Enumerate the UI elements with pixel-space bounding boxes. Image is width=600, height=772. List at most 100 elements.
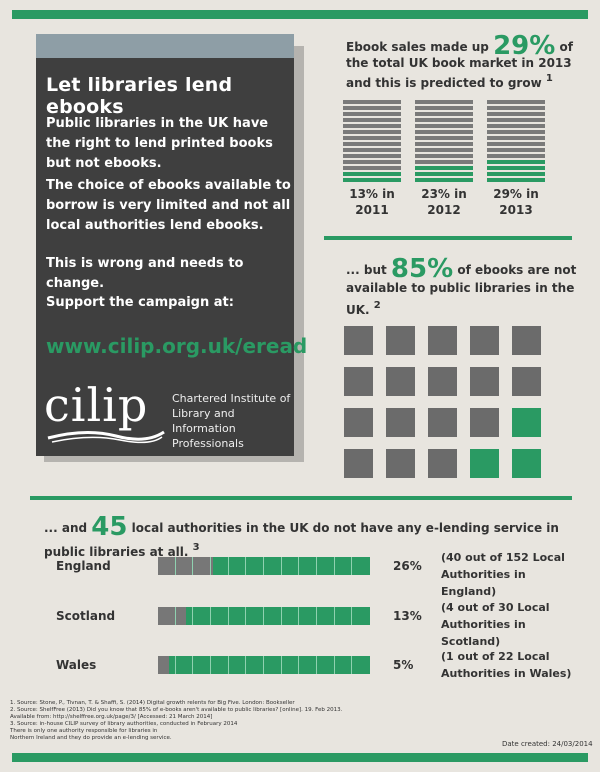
stack-line	[343, 142, 401, 146]
bar-segment-divider	[174, 557, 176, 575]
stack-line	[415, 136, 473, 140]
region-note-line: (4 out of 30 Local	[441, 601, 550, 614]
region-note-line: Authorities in Wales)	[441, 667, 572, 680]
year-label: 23% in 2012	[409, 186, 479, 218]
year-value: 2011	[355, 203, 389, 217]
bar-segment-divider	[351, 607, 353, 625]
stack-line	[343, 130, 401, 134]
bar-segment-divider	[298, 607, 300, 625]
bar-segment-divider	[333, 557, 335, 575]
bar-segment-divider	[227, 557, 229, 575]
stack-line	[415, 172, 473, 176]
unavailable-square	[344, 326, 373, 355]
stack-line	[343, 178, 401, 182]
stack-line	[487, 154, 545, 158]
bar-segment-divider	[280, 607, 282, 625]
footnote: Available from: http://shelffree.org.uk/…	[10, 714, 213, 720]
bar-segment-divider	[263, 557, 264, 575]
region-label: England	[56, 559, 111, 573]
bar-segment-divider	[174, 607, 176, 625]
bar-segment-divider	[245, 607, 247, 625]
stat-highlight: 85%	[390, 254, 454, 284]
unavailable-square	[470, 408, 499, 437]
stack-line	[415, 148, 473, 152]
section-divider	[324, 236, 572, 240]
stat-text: ... and	[44, 521, 88, 535]
stat-text: local authorities in the UK do not have …	[44, 521, 559, 559]
stack-line	[415, 130, 473, 134]
panel-paragraph-3: This is wrong and needs to change.	[46, 256, 244, 291]
campaign-link[interactable]: www.cilip.org.uk/eread	[46, 334, 308, 358]
bar-segment-divider	[351, 656, 353, 674]
region-note-line: (1 out of 22 Local	[441, 650, 550, 663]
stack-line	[343, 106, 401, 110]
stack-line	[415, 142, 473, 146]
stat-highlight: 45	[91, 512, 128, 542]
stack-line	[487, 112, 545, 116]
stat-text: of ebooks are not available to public li…	[346, 263, 577, 317]
bar-segment-divider	[333, 656, 335, 674]
stack-line	[487, 118, 545, 122]
unavailable-square	[386, 449, 415, 478]
unavailable-square	[344, 367, 373, 396]
stack-line	[415, 100, 473, 104]
year-pct: 23% in	[421, 187, 467, 201]
bar-segment-divider	[192, 557, 194, 575]
stack-line	[487, 142, 545, 146]
authorities-stat: ... and 45 local authorities in the UK d…	[44, 512, 584, 559]
stat-text: Ebook sales made up	[346, 40, 489, 54]
unavailable-square	[344, 408, 373, 437]
stack-line	[415, 166, 473, 170]
footnote: There is only one authority responsible …	[10, 728, 158, 734]
stack-line	[343, 118, 401, 122]
bar-segment-divider	[263, 607, 264, 625]
unavailable-square	[386, 326, 415, 355]
unavailable-square	[470, 326, 499, 355]
bar-segment-divider	[316, 557, 317, 575]
bar-segment-divider	[192, 656, 194, 674]
footnote: Northern Ireland and they do provide an …	[10, 735, 172, 741]
stack-line	[487, 136, 545, 140]
region-bar	[158, 607, 370, 625]
year-value: 2013	[499, 203, 533, 217]
stack-line	[487, 124, 545, 128]
region-note-line: Authorities in England)	[441, 568, 526, 598]
footnotes: 1. Source: Stone, P., Tivnan, T. & Shaff…	[10, 700, 390, 742]
year-label: 29% in 2013	[481, 186, 551, 218]
stack-line	[487, 106, 545, 110]
region-label: Wales	[56, 658, 97, 672]
bar-segment-divider	[280, 656, 282, 674]
bar-segment-divider	[280, 557, 282, 575]
footnote-ref: 1	[545, 73, 553, 84]
lending-share-fill	[158, 656, 169, 674]
region-note-line: (40 out of 152 Local	[441, 551, 565, 564]
stack-line	[343, 100, 401, 104]
unavailable-square	[428, 367, 457, 396]
bottom-accent-bar	[12, 753, 588, 762]
panel-paragraph-2: The choice of ebooks available to borrow…	[46, 178, 291, 233]
panel-title: Let libraries lend ebooks	[46, 74, 233, 118]
unavailable-square	[428, 326, 457, 355]
region-percentage: 26%	[393, 559, 422, 573]
stack-line	[487, 166, 545, 170]
region-note: (4 out of 30 Local Authorities in Scotlan…	[441, 599, 581, 650]
unavailable-square	[512, 326, 541, 355]
date-created: Date created: 24/03/2014	[502, 740, 593, 748]
bar-segment-divider	[227, 656, 229, 674]
logo-subtitle-line: Chartered Institute of	[172, 392, 291, 405]
bar-segment-divider	[227, 607, 229, 625]
stack-line	[343, 160, 401, 164]
region-percentage: 5%	[393, 658, 414, 672]
footnote: 3. Source: in-house CILIP survey of libr…	[10, 721, 238, 727]
bar-segment-divider	[298, 557, 300, 575]
region-note-line: Authorities in Scotland)	[441, 618, 526, 648]
stack-line	[343, 166, 401, 170]
cilip-logo: cilip	[44, 378, 149, 432]
unavailable-square	[386, 367, 415, 396]
bar-segment-divider	[263, 656, 264, 674]
unavailable-square	[344, 449, 373, 478]
stack-line	[487, 160, 545, 164]
unavailable-square	[428, 449, 457, 478]
lending-share-fill	[158, 607, 186, 625]
region-note: (1 out of 22 Local Authorities in Wales)	[441, 648, 581, 682]
